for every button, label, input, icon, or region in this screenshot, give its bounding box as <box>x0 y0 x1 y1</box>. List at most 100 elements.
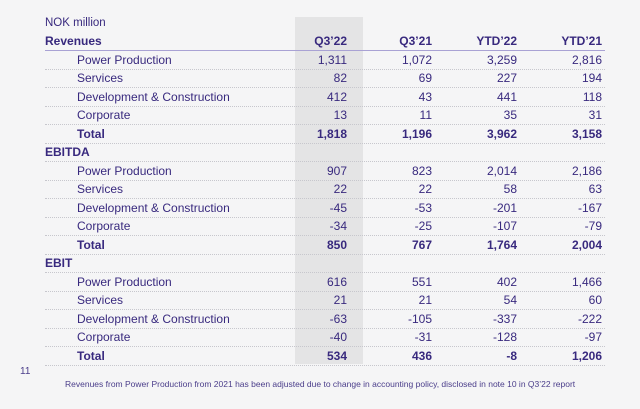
financial-table: NOK million Revenues Q3’22 Q3’21 YTD’22 YTD’… <box>45 14 605 366</box>
value-cell: 58 <box>503 182 517 197</box>
total-row: Total 850 767 1,764 2,004 <box>45 236 605 255</box>
value-cell: -79 <box>584 219 602 234</box>
row-label: Development & Construction <box>77 89 230 104</box>
section-header-row: Revenues Q3’22 Q3’21 YTD’22 YTD’21 <box>45 33 605 51</box>
value-cell: 3,962 <box>486 126 517 141</box>
section-header-row: EBIT <box>45 255 605 273</box>
value-cell: 850 <box>326 237 347 252</box>
value-cell: -8 <box>506 348 517 363</box>
table-row: Power Production 1,311 1,072 3,259 2,816 <box>45 51 605 70</box>
value-cell: -337 <box>492 311 517 326</box>
value-cell: 13 <box>333 108 347 123</box>
value-cell: 767 <box>411 237 432 252</box>
value-cell: -222 <box>577 311 602 326</box>
row-label: Services <box>77 71 124 86</box>
value-cell: 412 <box>326 89 347 104</box>
row-label: Corporate <box>77 330 131 345</box>
value-cell: -40 <box>329 330 347 345</box>
table-row: Services 22 22 58 63 <box>45 181 605 199</box>
row-label: Development & Construction <box>77 311 230 326</box>
table-row: Power Production 907 823 2,014 2,186 <box>45 162 605 181</box>
value-cell: 22 <box>333 182 347 197</box>
table-row: Corporate 13 11 35 31 <box>45 107 605 125</box>
table-rows: Revenues Q3’22 Q3’21 YTD’22 YTD’21 Power Prod… <box>45 33 605 366</box>
row-label: Power Production <box>77 274 172 289</box>
column-header: Q3’21 <box>399 34 432 49</box>
row-label: Total <box>77 348 105 363</box>
table-row: Development & Construction -63 -105 -337 -22… <box>45 310 605 329</box>
value-cell: -31 <box>414 330 432 345</box>
value-cell: -53 <box>414 200 432 215</box>
row-label: Development & Construction <box>77 200 230 215</box>
value-cell: -45 <box>329 200 347 215</box>
value-cell: 1,072 <box>401 52 432 67</box>
row-label: Total <box>77 126 105 141</box>
row-label: Services <box>77 182 124 197</box>
value-cell: 2,186 <box>571 163 602 178</box>
value-cell: 60 <box>588 293 602 308</box>
column-header: YTD’21 <box>561 34 602 49</box>
total-row: Total 1,818 1,196 3,962 3,158 <box>45 125 605 144</box>
value-cell: 43 <box>418 89 432 104</box>
table-row: Corporate -34 -25 -107 -79 <box>45 218 605 236</box>
table-row: Power Production 616 551 402 1,466 <box>45 273 605 292</box>
highlight-column-band <box>295 17 363 364</box>
value-cell: -63 <box>329 311 347 326</box>
table-row: Services 21 21 54 60 <box>45 292 605 310</box>
unit-label: NOK million <box>45 17 106 30</box>
table-row: Development & Construction -45 -53 -201 -167 <box>45 199 605 218</box>
unit-label-row: NOK million <box>45 14 605 33</box>
value-cell: 63 <box>588 182 602 197</box>
value-cell: 118 <box>582 89 602 104</box>
column-header: YTD’22 <box>476 34 517 49</box>
value-cell: 907 <box>326 163 347 178</box>
value-cell: -105 <box>407 311 432 326</box>
value-cell: -201 <box>492 200 517 215</box>
value-cell: -167 <box>577 200 602 215</box>
section-title: Revenues <box>45 34 102 49</box>
value-cell: 31 <box>588 108 602 123</box>
value-cell: -25 <box>414 219 432 234</box>
value-cell: 441 <box>496 89 517 104</box>
value-cell: 35 <box>503 108 517 123</box>
value-cell: 534 <box>326 348 347 363</box>
value-cell: 823 <box>411 163 432 178</box>
footnote: Revenues from Power Production from 2021… <box>65 379 576 389</box>
value-cell: 436 <box>411 348 432 363</box>
row-label: Power Production <box>77 163 172 178</box>
row-label: Power Production <box>77 52 172 67</box>
total-row: Total 534 436 -8 1,206 <box>45 347 605 366</box>
value-cell: 69 <box>418 71 432 86</box>
section-header-row: EBITDA <box>45 144 605 162</box>
value-cell: 2,004 <box>571 237 602 252</box>
value-cell: 82 <box>333 71 347 86</box>
section-title: EBIT <box>45 256 73 271</box>
row-label: Corporate <box>77 108 131 123</box>
value-cell: 616 <box>326 274 347 289</box>
value-cell: 227 <box>496 71 517 86</box>
value-cell: 1,466 <box>571 274 602 289</box>
value-cell: 1,206 <box>571 348 602 363</box>
value-cell: 1,764 <box>486 237 517 252</box>
value-cell: 1,818 <box>316 126 347 141</box>
value-cell: 2,014 <box>486 163 517 178</box>
value-cell: 402 <box>496 274 517 289</box>
value-cell: 1,311 <box>317 52 347 67</box>
value-cell: -97 <box>584 330 602 345</box>
value-cell: 1,196 <box>401 126 432 141</box>
row-label: Total <box>77 237 105 252</box>
value-cell: 21 <box>333 293 347 308</box>
table-row: Development & Construction 412 43 441 118 <box>45 88 605 107</box>
value-cell: 22 <box>418 182 432 197</box>
value-cell: 194 <box>581 71 602 86</box>
value-cell: 11 <box>419 108 432 123</box>
value-cell: 2,816 <box>571 52 602 67</box>
value-cell: -128 <box>492 330 517 345</box>
row-label: Corporate <box>77 219 131 234</box>
value-cell: 551 <box>411 274 432 289</box>
value-cell: 3,259 <box>486 52 517 67</box>
table-row: Corporate -40 -31 -128 -97 <box>45 329 605 347</box>
section-title: EBITDA <box>45 145 90 160</box>
table-row: Services 82 69 227 194 <box>45 70 605 88</box>
